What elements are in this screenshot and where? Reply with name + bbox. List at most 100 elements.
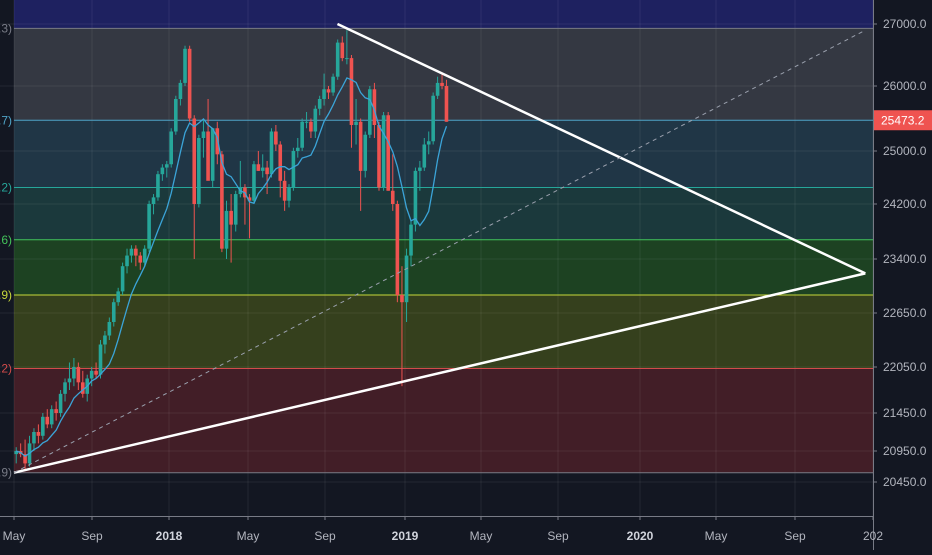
time-tick-label: May	[470, 529, 493, 543]
candle	[354, 99, 358, 145]
candle	[151, 194, 156, 215]
candle	[282, 170, 287, 211]
candle	[215, 121, 220, 165]
candle	[413, 167, 418, 232]
candle	[111, 298, 116, 327]
candle	[58, 390, 63, 417]
price-tick-label: 21450.0	[883, 406, 927, 420]
fib-level-label: .2)	[0, 180, 12, 194]
price-tick-label: 20450.0	[883, 475, 927, 489]
candle	[256, 151, 261, 171]
candle	[349, 55, 354, 148]
time-tick-label: 202	[863, 529, 883, 543]
candle	[206, 99, 210, 181]
last-price-label: 25473.2	[881, 114, 925, 128]
candle	[98, 340, 103, 379]
candle	[41, 413, 45, 440]
candle	[326, 86, 331, 99]
candle	[45, 409, 50, 429]
time-tick-label: Sep	[314, 529, 336, 543]
fib-bands	[14, 0, 873, 473]
candle	[36, 424, 41, 444]
candle	[72, 358, 76, 387]
price-tick-label: 27000.0	[883, 17, 927, 31]
trendlines	[13, 22, 866, 474]
candle	[300, 118, 304, 151]
candle	[94, 362, 98, 379]
candle	[233, 190, 238, 232]
fib-level-label: .3)	[0, 21, 12, 35]
candle	[422, 138, 427, 171]
candle	[313, 105, 318, 138]
candle	[304, 112, 309, 129]
candle	[295, 138, 300, 158]
time-tick-label: May	[237, 529, 260, 543]
candle	[404, 248, 409, 322]
candle	[331, 73, 335, 96]
candle	[390, 154, 395, 211]
fib-band	[14, 295, 873, 369]
candle	[80, 370, 85, 398]
price-tick-label: 25000.0	[883, 144, 927, 158]
time-axis-bg	[0, 516, 873, 550]
candle	[386, 112, 390, 191]
candle	[178, 79, 183, 106]
candle	[278, 141, 283, 198]
candle	[183, 45, 187, 86]
candle	[103, 331, 107, 354]
candle	[435, 76, 440, 99]
candle	[291, 147, 296, 191]
candle	[274, 125, 278, 151]
candle	[187, 45, 192, 122]
candle	[142, 245, 147, 267]
candle	[444, 79, 449, 122]
candle	[252, 160, 256, 204]
candle	[440, 73, 444, 90]
candle	[400, 266, 404, 387]
fib-level-label: .7)	[0, 113, 12, 127]
fib-level-label: .9)	[0, 288, 12, 302]
fib-level-label: .6)	[0, 233, 12, 247]
trendline[interactable]	[13, 272, 866, 474]
candle	[220, 151, 224, 253]
price-tick-label: 20950.0	[883, 444, 927, 458]
candle	[23, 439, 27, 470]
fib-band	[14, 239, 873, 295]
candle	[67, 362, 72, 390]
candle	[197, 134, 201, 208]
candle	[377, 121, 381, 191]
candle	[129, 245, 134, 263]
time-tick-label: Sep	[547, 529, 569, 543]
candle	[156, 170, 160, 201]
last-price-badge	[874, 110, 932, 131]
time-tick-label: May	[705, 529, 728, 543]
candle	[76, 362, 81, 390]
candle	[89, 367, 94, 387]
moving-average-line	[15, 77, 448, 458]
candle	[363, 131, 368, 178]
candle	[169, 128, 173, 168]
candle	[317, 95, 322, 116]
candle	[418, 160, 422, 191]
fib-band	[14, 120, 873, 188]
trendline[interactable]	[336, 22, 866, 275]
time-axis: May Sep 2018 May Sep 2019 May Sep 2020 May Sep 202	[0, 516, 883, 550]
candle	[260, 154, 265, 178]
candle	[49, 405, 54, 429]
candle	[32, 428, 36, 451]
time-tick-label: Sep	[784, 529, 806, 543]
candle	[63, 378, 67, 402]
candle	[201, 118, 206, 158]
candle	[309, 118, 313, 138]
candle	[395, 200, 400, 303]
candle	[107, 317, 112, 340]
candle	[192, 115, 197, 259]
price-tick-label: 24200.0	[883, 197, 927, 211]
candle	[134, 245, 138, 267]
fib-level-label: .9)	[0, 466, 12, 480]
price-tick-label: 26000.0	[883, 79, 927, 93]
candle	[54, 401, 58, 421]
candle	[409, 221, 413, 267]
